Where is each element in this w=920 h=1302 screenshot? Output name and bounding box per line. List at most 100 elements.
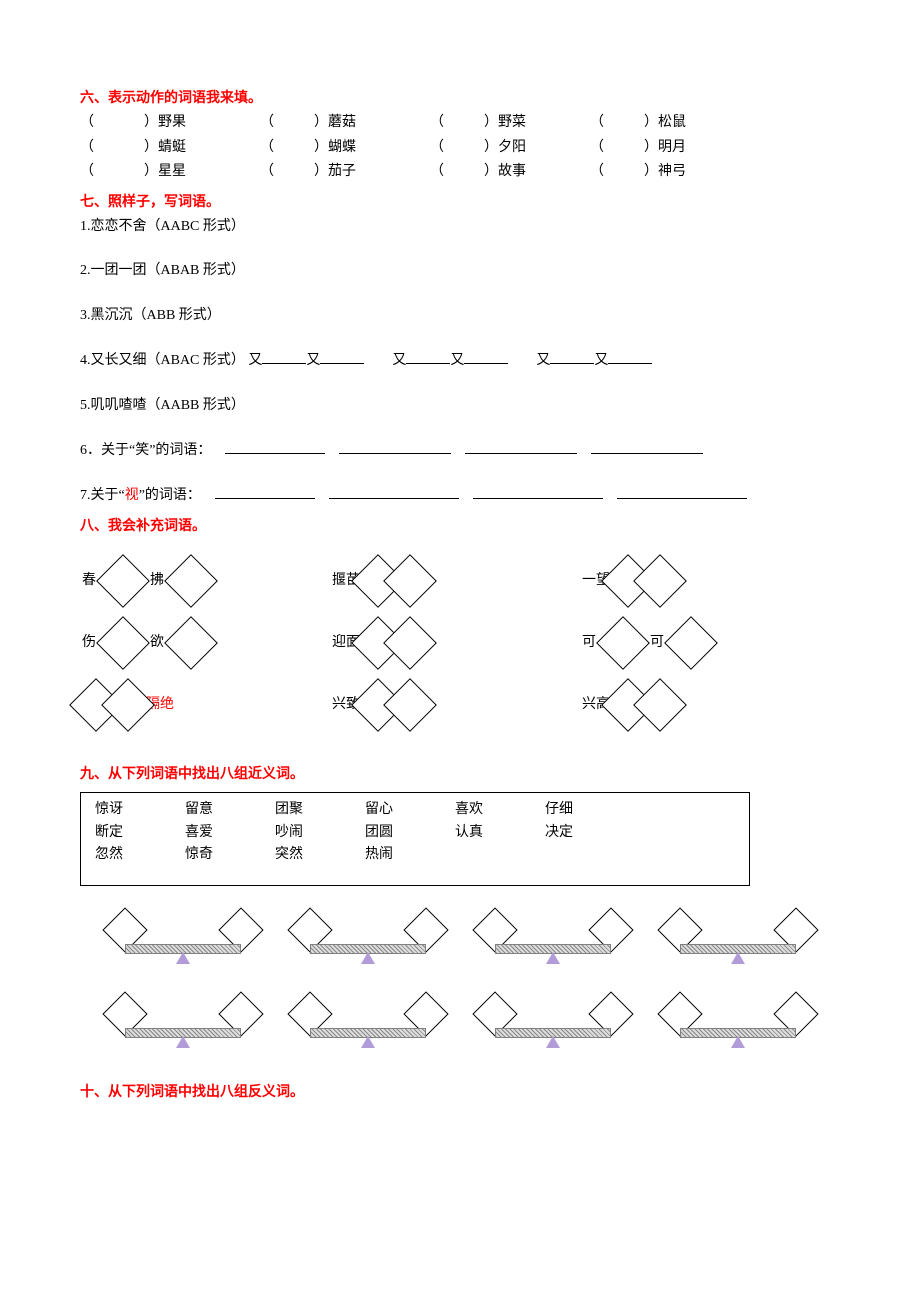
s7-q4: 4.又长又细（ABAC 形式） 又又 又又 又又 bbox=[80, 349, 840, 372]
blank-line bbox=[465, 439, 577, 454]
blank-line bbox=[215, 484, 315, 499]
diamond-pair bbox=[362, 562, 426, 600]
balance-scale bbox=[473, 914, 633, 970]
char-you: 又 bbox=[306, 353, 320, 368]
paren-open: （ bbox=[80, 161, 94, 183]
blank-line bbox=[339, 439, 451, 454]
section9-scales bbox=[80, 914, 840, 1054]
fill-cell: （ ）茄子 bbox=[260, 161, 430, 183]
s7-q2: 2.一团一团（ABAB 形式） bbox=[80, 260, 840, 282]
idiom-part: 可 bbox=[582, 632, 596, 654]
paren-open: （ bbox=[590, 137, 604, 159]
idiom-group: 迎面 bbox=[330, 624, 580, 662]
paren-open: （ bbox=[80, 137, 94, 159]
paren-close: ） bbox=[314, 161, 328, 183]
blank-line bbox=[406, 349, 450, 364]
s7-q7-prefix-b: ”的词语： bbox=[139, 488, 215, 503]
fill-cell: （）蜻蜓 bbox=[80, 137, 260, 159]
word-cell: 忽然 bbox=[95, 844, 185, 866]
scale-pivot bbox=[546, 952, 560, 964]
word: 蘑菇 bbox=[328, 112, 356, 134]
section6-body: （）野果（）蘑菇（）野菜（）松鼠（）蜻蜓（）蝴蝶（）夕阳（）明月（）星星（）茄子… bbox=[80, 112, 840, 183]
section10-heading: 十、从下列词语中找出八组反义词。 bbox=[80, 1082, 840, 1104]
s7-q6: 6．关于“笑”的词语： bbox=[80, 439, 840, 462]
section8-body: 春拂揠苗一望伤欲迎面可可隔绝兴致兴高 bbox=[80, 562, 840, 724]
idiom-group: 伤欲 bbox=[80, 624, 330, 662]
idiom-row: 春拂揠苗一望 bbox=[80, 562, 840, 600]
section9-heading: 九、从下列词语中找出八组近义词。 bbox=[80, 764, 840, 786]
fill-cell: （ ）松鼠 bbox=[590, 112, 730, 134]
word-box: 惊讶留意团聚留心喜欢仔细断定喜爱吵闹团圆认真决定忽然惊奇突然热闹 bbox=[80, 792, 750, 885]
idiom-part: 伤 bbox=[82, 632, 96, 654]
paren-open: （ bbox=[590, 112, 604, 134]
paren-open: （ bbox=[430, 137, 444, 159]
word-cell: 认真 bbox=[455, 822, 545, 844]
char-you: 又 bbox=[248, 353, 262, 368]
diamond-blank bbox=[96, 554, 150, 608]
diamond-pair bbox=[362, 686, 426, 724]
blank-line bbox=[591, 439, 703, 454]
section8-heading: 八、我会补充词语。 bbox=[80, 516, 840, 538]
paren-close: ） bbox=[644, 112, 658, 134]
diamond-blank bbox=[164, 616, 218, 670]
paren-close: ） bbox=[644, 137, 658, 159]
word-cell: 留意 bbox=[185, 799, 275, 821]
paren-close: ） bbox=[644, 161, 658, 183]
scale-pivot bbox=[361, 1036, 375, 1048]
diamond-blank bbox=[633, 554, 687, 608]
blank-line bbox=[473, 484, 603, 499]
diamond-pair bbox=[80, 686, 144, 724]
word-row: 断定喜爱吵闹团圆认真决定 bbox=[95, 822, 735, 844]
word-cell: 惊讶 bbox=[95, 799, 185, 821]
scale-pivot bbox=[546, 1036, 560, 1048]
word: 故事 bbox=[498, 161, 526, 183]
s7-q3: 3.黑沉沉（ABB 形式） bbox=[80, 305, 840, 327]
word-row: 惊讶留意团聚留心喜欢仔细 bbox=[95, 799, 735, 821]
word-cell: 留心 bbox=[365, 799, 455, 821]
char-you: 又 bbox=[536, 353, 550, 368]
paren-close: ） bbox=[484, 137, 498, 159]
s7-q4-prefix: 4.又长又细（ABAC 形式） bbox=[80, 353, 248, 368]
s7-q7: 7.关于“视”的词语： bbox=[80, 484, 840, 507]
s7-q6-prefix: 6．关于“笑”的词语： bbox=[80, 443, 225, 458]
balance-scale bbox=[658, 998, 818, 1054]
idiom-row: 隔绝兴致兴高 bbox=[80, 686, 840, 724]
word-cell: 喜爱 bbox=[185, 822, 275, 844]
idiom-part: 春 bbox=[82, 570, 96, 592]
balance-scale bbox=[103, 914, 263, 970]
word: 明月 bbox=[658, 137, 686, 159]
word-cell: 仔细 bbox=[545, 799, 635, 821]
paren-open: （ bbox=[260, 137, 274, 159]
section6-heading: 六、表示动作的词语我来填。 bbox=[80, 88, 840, 110]
word: 蝴蝶 bbox=[328, 137, 356, 159]
word: 茄子 bbox=[328, 161, 356, 183]
fill-cell: （）蝴蝶 bbox=[260, 137, 430, 159]
word-cell: 突然 bbox=[275, 844, 365, 866]
diamond-blank bbox=[383, 554, 437, 608]
section7-heading: 七、照样子，写词语。 bbox=[80, 192, 840, 214]
word-cell: 吵闹 bbox=[275, 822, 365, 844]
diamond-pair bbox=[612, 686, 676, 724]
fill-cell: （）夕阳 bbox=[430, 137, 590, 159]
word: 野菜 bbox=[498, 112, 526, 134]
word-cell: 团聚 bbox=[275, 799, 365, 821]
idiom-group: 隔绝 bbox=[80, 686, 330, 724]
s7-q7-prefix-a: 7.关于“ bbox=[80, 488, 125, 503]
paren-open: （ bbox=[260, 161, 274, 183]
fill-row: （）野果（）蘑菇（）野菜（）松鼠 bbox=[80, 112, 840, 134]
diamond-blank bbox=[96, 616, 150, 670]
paren-open: （ bbox=[430, 112, 444, 134]
scale-pivot bbox=[731, 952, 745, 964]
scales-row bbox=[90, 998, 830, 1054]
balance-scale bbox=[288, 998, 448, 1054]
scale-pivot bbox=[176, 952, 190, 964]
idiom-group: 揠苗 bbox=[330, 562, 580, 600]
paren-close: ） bbox=[144, 161, 158, 183]
word: 松鼠 bbox=[658, 112, 686, 134]
char-you: 又 bbox=[450, 353, 464, 368]
fill-cell: （）故事 bbox=[430, 161, 590, 183]
fill-cell: （ ）明月 bbox=[590, 137, 730, 159]
scale-pivot bbox=[731, 1036, 745, 1048]
blank-line bbox=[225, 439, 325, 454]
paren-open: （ bbox=[590, 161, 604, 183]
